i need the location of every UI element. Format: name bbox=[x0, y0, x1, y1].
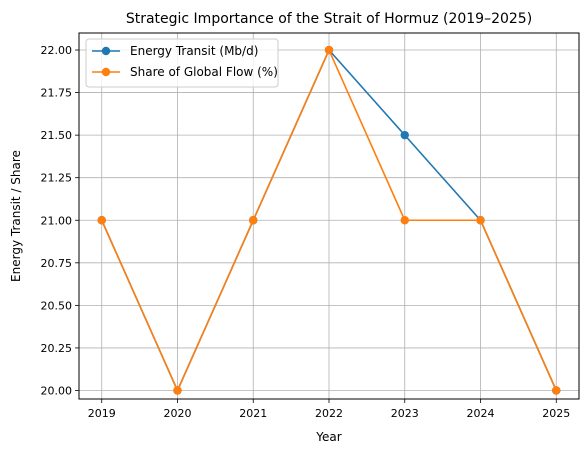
x-tick-label: 2019 bbox=[88, 407, 116, 420]
legend-swatch-marker bbox=[101, 67, 111, 77]
y-tick-label: 21.75 bbox=[41, 87, 73, 100]
y-axis-label: Energy Transit / Share bbox=[9, 150, 23, 282]
legend-swatch-marker bbox=[101, 46, 111, 56]
legend-item: Share of Global Flow (%) bbox=[92, 65, 278, 79]
chart-title: Strategic Importance of the Strait of Ho… bbox=[126, 11, 532, 27]
data-point bbox=[552, 386, 561, 395]
legend-box bbox=[85, 38, 279, 88]
x-tick-label: 2020 bbox=[163, 407, 191, 420]
x-tick-label: 2023 bbox=[391, 407, 419, 420]
legend-label: Energy Transit (Mb/d) bbox=[130, 44, 258, 58]
y-tick-label: 21.50 bbox=[41, 129, 73, 142]
data-point bbox=[249, 216, 258, 225]
series-layer bbox=[97, 45, 561, 395]
y-tick-label: 20.25 bbox=[41, 342, 73, 355]
y-tick-label: 20.50 bbox=[41, 299, 73, 312]
y-tick-label: 20.75 bbox=[41, 257, 73, 270]
data-point bbox=[173, 386, 182, 395]
x-tick-label: 2024 bbox=[467, 407, 495, 420]
x-tick-label: 2022 bbox=[315, 407, 343, 420]
legend-label: Share of Global Flow (%) bbox=[130, 65, 278, 79]
series-2 bbox=[97, 45, 561, 395]
y-tick-label: 22.00 bbox=[41, 44, 73, 57]
x-axis-ticks: 2019 2020 2021 2022 2023 2024 2025 bbox=[88, 399, 570, 420]
y-tick-label: 20.00 bbox=[41, 384, 73, 397]
grid-lines bbox=[79, 33, 579, 399]
legend-item: Energy Transit (Mb/d) bbox=[92, 44, 258, 58]
x-tick-label: 2025 bbox=[542, 407, 570, 420]
data-point bbox=[97, 216, 106, 225]
y-tick-label: 21.00 bbox=[41, 214, 73, 227]
data-point bbox=[400, 216, 409, 225]
x-axis-label: Year bbox=[315, 430, 341, 444]
y-axis-ticks: 20.00 20.25 20.50 20.75 21.00 21.25 21.50 21.75… bbox=[41, 44, 79, 397]
data-point bbox=[476, 216, 485, 225]
x-tick-label: 2021 bbox=[239, 407, 267, 420]
y-tick-label: 21.25 bbox=[41, 172, 73, 185]
data-point bbox=[400, 130, 409, 140]
data-point bbox=[324, 45, 334, 55]
legend: Energy Transit (Mb/d) Share of Global Flo… bbox=[85, 38, 279, 88]
